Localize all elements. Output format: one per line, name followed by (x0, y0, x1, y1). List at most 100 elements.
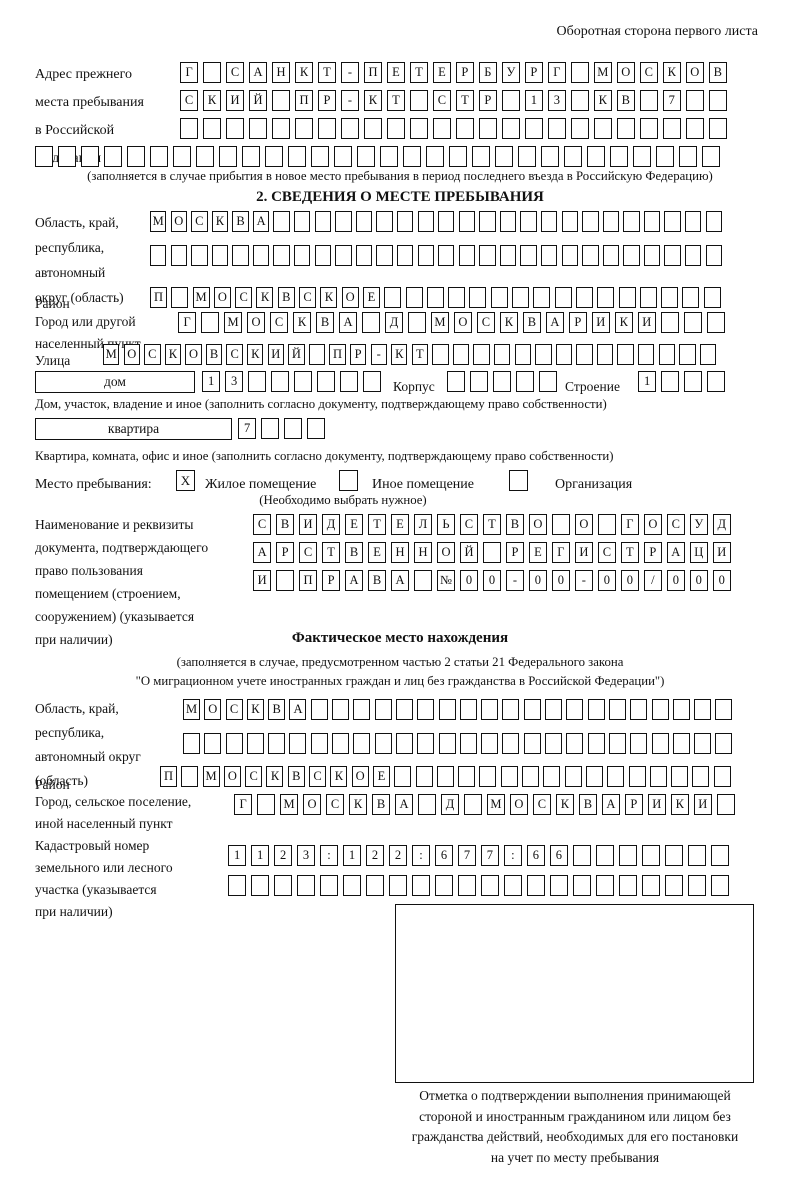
char-cell[interactable] (715, 733, 733, 754)
char-cell[interactable]: И (253, 570, 272, 591)
char-cell[interactable]: М (183, 699, 200, 720)
char-cell[interactable]: Т (620, 542, 639, 563)
char-cell[interactable] (547, 118, 566, 139)
char-cell[interactable] (543, 766, 561, 787)
char-cell[interactable] (678, 146, 697, 167)
char-cell[interactable]: С (532, 794, 551, 815)
char-cell[interactable]: Р (524, 62, 543, 83)
char-cell[interactable] (692, 766, 710, 787)
char-cell[interactable]: О (436, 542, 456, 563)
char-cell[interactable]: Р (455, 62, 474, 83)
char-cell[interactable] (699, 344, 717, 365)
char-cell[interactable] (572, 845, 591, 866)
char-cell[interactable]: С (225, 699, 243, 720)
char-cell[interactable] (561, 211, 578, 232)
char-cell[interactable] (172, 146, 192, 167)
char-cell[interactable]: 2 (365, 845, 385, 866)
char-cell[interactable] (609, 146, 628, 167)
char-cell[interactable]: С (432, 90, 452, 111)
char-cell[interactable] (407, 312, 427, 333)
char-cell[interactable]: Т (321, 542, 341, 563)
char-cell[interactable]: А (601, 794, 620, 815)
char-cell[interactable] (526, 875, 545, 896)
char-cell[interactable]: В (616, 90, 635, 111)
char-cell[interactable] (687, 875, 706, 896)
char-cell[interactable] (103, 146, 123, 167)
char-cell[interactable]: Г (178, 312, 197, 333)
char-cell[interactable] (685, 245, 702, 266)
char-cell[interactable] (396, 211, 414, 232)
char-cell[interactable]: № (436, 570, 456, 591)
char-cell[interactable]: С (245, 766, 263, 787)
char-cell[interactable]: : (319, 845, 339, 866)
char-cell[interactable] (641, 875, 660, 896)
char-cell[interactable]: Т (482, 514, 502, 535)
char-cell[interactable] (294, 245, 311, 266)
char-cell[interactable]: Г (547, 62, 566, 83)
char-cell[interactable] (561, 245, 578, 266)
char-cell[interactable] (540, 211, 558, 232)
char-cell[interactable] (538, 371, 558, 392)
char-cell[interactable] (271, 90, 291, 111)
char-cell[interactable]: Д (440, 794, 460, 815)
char-cell[interactable] (570, 118, 589, 139)
char-cell[interactable]: С (476, 312, 495, 333)
char-cell[interactable] (570, 90, 589, 111)
char-cell[interactable]: Д (384, 312, 404, 333)
char-cell[interactable] (355, 245, 373, 266)
char-cell[interactable] (333, 146, 352, 167)
char-cell[interactable] (80, 146, 100, 167)
char-cell[interactable]: К (202, 90, 222, 111)
char-cell[interactable]: О (170, 211, 187, 232)
char-cell[interactable]: М (279, 794, 299, 815)
char-cell[interactable] (658, 344, 675, 365)
char-cell[interactable]: С (597, 542, 616, 563)
char-cell[interactable] (248, 118, 268, 139)
char-cell[interactable]: К (256, 287, 274, 308)
char-cell[interactable]: И (298, 514, 318, 535)
char-cell[interactable]: 0 (551, 570, 570, 591)
char-cell[interactable] (332, 699, 350, 720)
char-cell[interactable] (632, 146, 651, 167)
char-cell[interactable]: О (351, 766, 369, 787)
char-cell[interactable] (388, 875, 408, 896)
char-cell[interactable] (310, 146, 329, 167)
char-cell[interactable] (402, 146, 421, 167)
char-cell[interactable] (314, 211, 332, 232)
char-cell[interactable] (545, 699, 563, 720)
char-cell[interactable]: Р (478, 90, 497, 111)
char-cell[interactable] (310, 733, 328, 754)
char-cell[interactable] (618, 875, 637, 896)
char-cell[interactable]: Н (390, 542, 410, 563)
char-cell[interactable] (499, 245, 517, 266)
char-cell[interactable] (602, 211, 620, 232)
char-cell[interactable] (425, 146, 444, 167)
char-cell[interactable] (715, 699, 733, 720)
char-cell[interactable]: С (144, 344, 161, 365)
char-cell[interactable] (616, 118, 635, 139)
char-cell[interactable]: Т (411, 344, 429, 365)
char-cell[interactable] (706, 371, 726, 392)
char-cell[interactable]: Е (367, 542, 387, 563)
char-cell[interactable] (602, 245, 620, 266)
char-cell[interactable]: 0 (620, 570, 639, 591)
char-cell[interactable]: О (246, 312, 266, 333)
char-cell[interactable] (639, 90, 658, 111)
char-cell[interactable]: К (363, 90, 383, 111)
char-cell[interactable] (651, 699, 669, 720)
char-cell[interactable]: 1 (524, 90, 543, 111)
char-cell[interactable] (294, 118, 314, 139)
char-cell[interactable] (409, 90, 429, 111)
char-cell[interactable] (708, 118, 727, 139)
char-cell[interactable]: Д (712, 514, 731, 535)
char-cell[interactable]: 0 (597, 570, 616, 591)
char-cell[interactable] (618, 845, 637, 866)
char-cell[interactable] (593, 118, 612, 139)
char-cell[interactable]: И (225, 90, 245, 111)
char-cell[interactable] (417, 699, 435, 720)
char-cell[interactable] (564, 766, 582, 787)
char-cell[interactable]: 1 (228, 845, 247, 866)
char-cell[interactable] (335, 245, 352, 266)
checkbox-organizatsiya[interactable] (509, 470, 528, 491)
char-cell[interactable] (523, 733, 541, 754)
